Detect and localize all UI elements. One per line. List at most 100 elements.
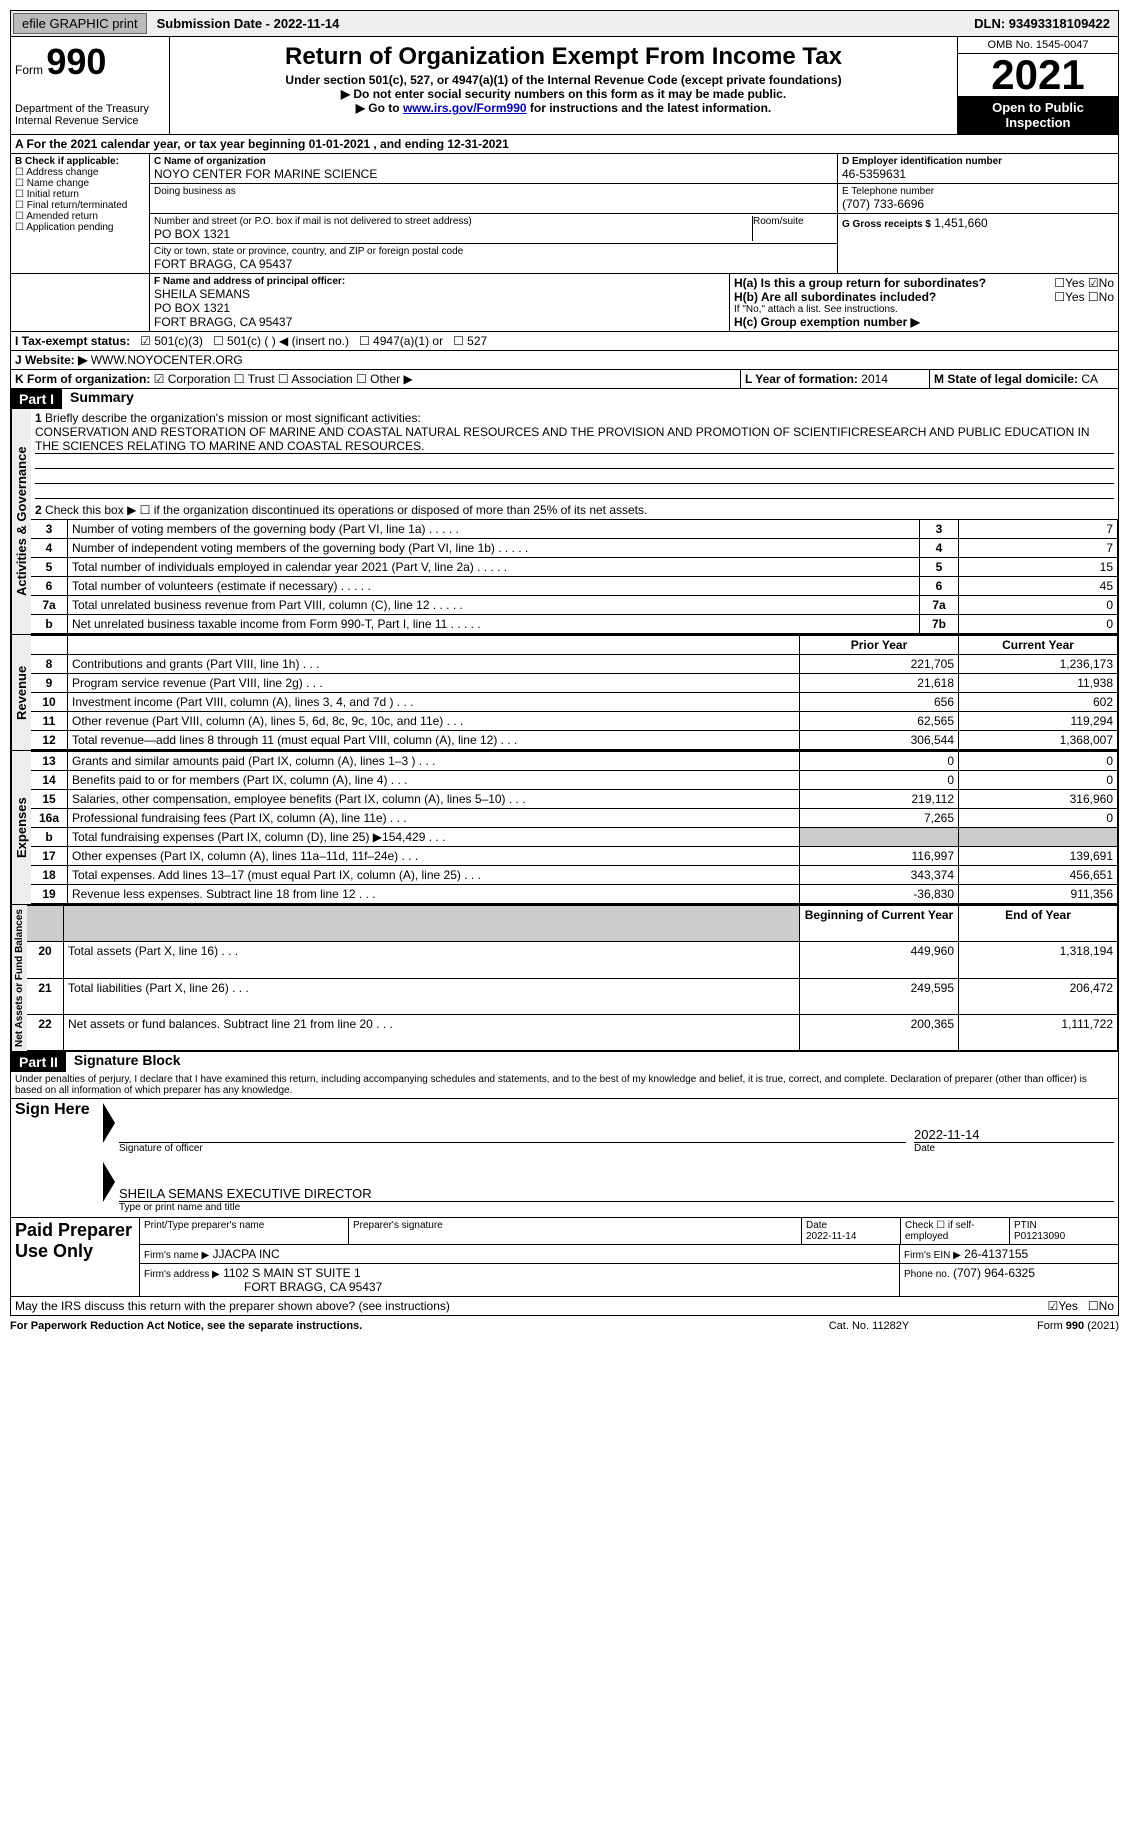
sig-officer-label: Signature of officer bbox=[119, 1143, 906, 1154]
ha-label: H(a) Is this a group return for subordin… bbox=[734, 276, 986, 290]
part1-hdr: Part I bbox=[11, 389, 62, 409]
vlabel-net: Net Assets or Fund Balances bbox=[11, 905, 27, 1051]
table-row: bNet unrelated business taxable income f… bbox=[31, 615, 1118, 634]
hb-label: H(b) Are all subordinates included? bbox=[734, 290, 936, 304]
dba-label: Doing business as bbox=[154, 186, 833, 197]
street: PO BOX 1321 bbox=[154, 227, 752, 241]
table-row: 5Total number of individuals employed in… bbox=[31, 558, 1118, 577]
form-header: Form 990 Department of the Treasury Inte… bbox=[10, 37, 1119, 135]
b-option[interactable]: ☐ Application pending bbox=[15, 222, 145, 233]
table-row: 15Salaries, other compensation, employee… bbox=[31, 790, 1118, 809]
table-row: 20Total assets (Part X, line 16) . . .44… bbox=[27, 942, 1118, 978]
street-label: Number and street (or P.O. box if mail i… bbox=[154, 216, 752, 227]
b-option[interactable]: ☐ Final return/terminated bbox=[15, 200, 145, 211]
firm-addr1: 1102 S MAIN ST SUITE 1 bbox=[223, 1266, 361, 1280]
e-label: E Telephone number bbox=[842, 186, 1114, 197]
officer-street: PO BOX 1321 bbox=[154, 301, 725, 315]
year-formation: 2014 bbox=[861, 372, 888, 386]
part2-title: Signature Block bbox=[66, 1052, 181, 1072]
table-row: 9Program service revenue (Part VIII, lin… bbox=[31, 674, 1118, 693]
l-label: L Year of formation: bbox=[745, 372, 858, 386]
vlabel-exp: Expenses bbox=[11, 751, 31, 904]
k-o4: Other ▶ bbox=[370, 372, 413, 386]
irs-link[interactable]: www.irs.gov/Form990 bbox=[403, 101, 527, 115]
dln: DLN: 93493318109422 bbox=[966, 14, 1118, 33]
subtitle-3: ▶ Go to www.irs.gov/Form990 for instruct… bbox=[174, 101, 953, 115]
efile-button[interactable]: efile GRAPHIC print bbox=[13, 13, 147, 34]
ein: 46-5359631 bbox=[842, 167, 1114, 181]
part1-title: Summary bbox=[62, 389, 134, 409]
website: WWW.NOYOCENTER.ORG bbox=[91, 353, 243, 367]
submission-date: Submission Date - 2022-11-14 bbox=[149, 14, 348, 33]
subtitle-1: Under section 501(c), 527, or 4947(a)(1)… bbox=[174, 73, 953, 87]
col-eoy: End of Year bbox=[959, 906, 1118, 942]
subtitle-2: ▶ Do not enter social security numbers o… bbox=[174, 87, 953, 101]
table-row: 13Grants and similar amounts paid (Part … bbox=[31, 752, 1118, 771]
table-row: 12Total revenue—add lines 8 through 11 (… bbox=[31, 731, 1118, 750]
mission: CONSERVATION AND RESTORATION OF MARINE A… bbox=[35, 425, 1114, 454]
k-o2: Trust bbox=[248, 372, 275, 386]
table-row: bTotal fundraising expenses (Part IX, co… bbox=[31, 828, 1118, 847]
b-option[interactable]: ☐ Address change bbox=[15, 167, 145, 178]
b-label: B Check if applicable: bbox=[15, 156, 145, 167]
line-a: A For the 2021 calendar year, or tax yea… bbox=[11, 135, 513, 153]
sig-date-label: Date bbox=[914, 1143, 1114, 1154]
pra-notice: For Paperwork Reduction Act Notice, see … bbox=[10, 1320, 769, 1332]
may-discuss: May the IRS discuss this return with the… bbox=[11, 1297, 1118, 1315]
type-name-label: Type or print name and title bbox=[119, 1202, 1114, 1213]
table-row: 17Other expenses (Part IX, column (A), l… bbox=[31, 847, 1118, 866]
declaration: Under penalties of perjury, I declare th… bbox=[11, 1072, 1118, 1098]
b-option[interactable]: ☐ Amended return bbox=[15, 211, 145, 222]
entity-block: B Check if applicable: ☐ Address change☐… bbox=[10, 154, 1119, 274]
table-row: 22Net assets or fund balances. Subtract … bbox=[27, 1014, 1118, 1050]
phone: (707) 733-6696 bbox=[842, 197, 1114, 211]
table-row: 7aTotal unrelated business revenue from … bbox=[31, 596, 1118, 615]
p-sig-label: Preparer's signature bbox=[349, 1218, 802, 1244]
b-option[interactable]: ☐ Initial return bbox=[15, 189, 145, 200]
paid-preparer: Paid Preparer Use Only bbox=[11, 1218, 140, 1296]
firm-addr2: FORT BRAGG, CA 95437 bbox=[244, 1280, 382, 1294]
k-label: K Form of organization: bbox=[15, 372, 150, 386]
f-label: F Name and address of principal officer: bbox=[154, 276, 725, 287]
table-row: 16aProfessional fundraising fees (Part I… bbox=[31, 809, 1118, 828]
table-row: 21Total liabilities (Part X, line 26) . … bbox=[27, 978, 1118, 1014]
firm-name: JJACPA INC bbox=[213, 1247, 280, 1261]
tax-year: 2021 bbox=[958, 54, 1118, 96]
room-label: Room/suite bbox=[753, 216, 833, 241]
ptin: P01213090 bbox=[1014, 1231, 1065, 1242]
form-title: Return of Organization Exempt From Incom… bbox=[174, 43, 953, 71]
table-row: 3Number of voting members of the governi… bbox=[31, 520, 1118, 539]
form-number: 990 bbox=[46, 41, 106, 82]
table-row: 8Contributions and grants (Part VIII, li… bbox=[31, 655, 1118, 674]
b-option[interactable]: ☐ Name change bbox=[15, 178, 145, 189]
h-note: If "No," attach a list. See instructions… bbox=[734, 304, 1114, 315]
org-name: NOYO CENTER FOR MARINE SCIENCE bbox=[154, 167, 833, 181]
sig-date: 2022-11-14 bbox=[914, 1127, 1114, 1143]
d-label: D Employer identification number bbox=[842, 156, 1114, 167]
cat-no: Cat. No. 11282Y bbox=[769, 1320, 969, 1332]
m-label: M State of legal domicile: bbox=[934, 372, 1078, 386]
officer-name: SHEILA SEMANS bbox=[154, 287, 725, 301]
table-row: 14Benefits paid to or for members (Part … bbox=[31, 771, 1118, 790]
firm-phone: (707) 964-6325 bbox=[953, 1266, 1035, 1280]
vlabel-gov: Activities & Governance bbox=[11, 409, 31, 634]
p-check: Check ☐ if self-employed bbox=[901, 1218, 1010, 1244]
topbar: efile GRAPHIC print Submission Date - 20… bbox=[10, 10, 1119, 37]
i-o3: 4947(a)(1) or bbox=[373, 334, 443, 348]
gross-receipts: 1,451,660 bbox=[934, 216, 987, 230]
table-row: 10Investment income (Part VIII, column (… bbox=[31, 693, 1118, 712]
q1: Briefly describe the organization's miss… bbox=[45, 411, 421, 425]
city: FORT BRAGG, CA 95437 bbox=[154, 257, 833, 271]
table-row: 11Other revenue (Part VIII, column (A), … bbox=[31, 712, 1118, 731]
arrow-icon bbox=[103, 1162, 115, 1202]
table-row: 4Number of independent voting members of… bbox=[31, 539, 1118, 558]
part2-hdr: Part II bbox=[11, 1052, 66, 1072]
i-label: I Tax-exempt status: bbox=[15, 334, 130, 348]
form-label: Form bbox=[15, 63, 43, 77]
col-boy: Beginning of Current Year bbox=[800, 906, 959, 942]
table-row: 6Total number of volunteers (estimate if… bbox=[31, 577, 1118, 596]
open-inspection: Open to Public Inspection bbox=[958, 96, 1118, 134]
officer-name-title: SHEILA SEMANS EXECUTIVE DIRECTOR bbox=[119, 1186, 1114, 1202]
firm-ein: 26-4137155 bbox=[964, 1247, 1028, 1261]
k-o1: Corporation bbox=[168, 372, 231, 386]
